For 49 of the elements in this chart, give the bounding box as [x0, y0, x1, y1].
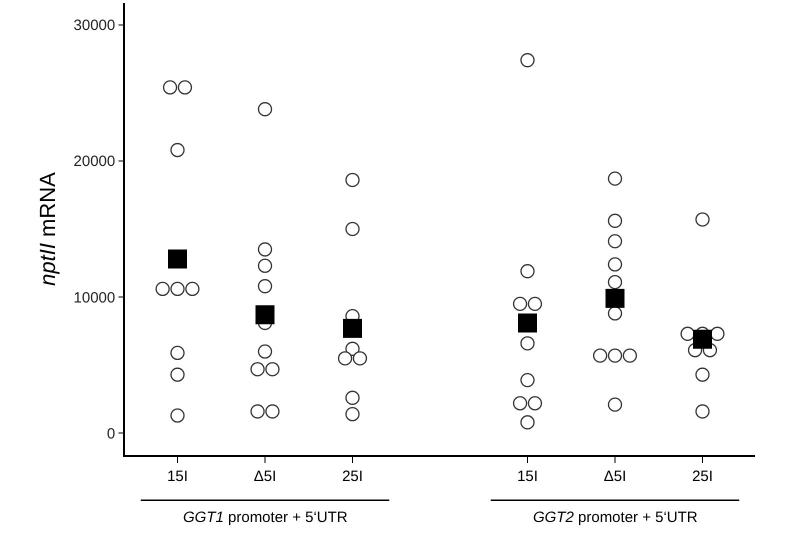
x-tick-label: Δ5I	[604, 468, 626, 485]
point	[170, 408, 185, 423]
text: GGT1 promoter + 5‘UTR	[183, 509, 348, 526]
point	[520, 53, 535, 68]
text: GGT2 promoter + 5‘UTR	[533, 509, 698, 526]
point	[520, 415, 535, 430]
point	[608, 234, 622, 248]
y-tick-label: 30000	[74, 17, 116, 34]
x-tick-label: 15I	[517, 468, 538, 485]
x-tick-label: Δ5I	[254, 468, 276, 485]
point	[695, 404, 710, 419]
x-tick-label: 25I	[692, 468, 713, 485]
y-tick-label: 0	[106, 425, 116, 442]
point	[343, 318, 362, 338]
point	[258, 258, 272, 273]
point	[168, 249, 187, 268]
y-tick-label: 20000	[74, 153, 116, 170]
point	[520, 336, 535, 351]
point	[345, 172, 360, 188]
point	[345, 407, 360, 422]
point	[345, 222, 360, 236]
x-tick-label: 15I	[167, 468, 188, 485]
point	[693, 330, 712, 349]
point	[608, 348, 622, 363]
point	[606, 288, 624, 308]
point	[258, 344, 272, 359]
point	[608, 257, 622, 272]
point	[608, 274, 622, 290]
point	[345, 390, 360, 405]
point	[256, 305, 274, 324]
point	[258, 242, 272, 257]
x-tick-label: 25I	[342, 468, 363, 485]
point	[608, 171, 622, 186]
point	[608, 397, 622, 412]
point	[170, 282, 185, 296]
point	[520, 264, 535, 278]
y-tick-label: 10000	[74, 289, 116, 306]
point	[608, 306, 622, 321]
y-axis-title: nptII mRNA	[34, 172, 60, 286]
point	[695, 212, 710, 227]
point	[695, 368, 710, 382]
point	[170, 368, 185, 382]
point	[258, 102, 272, 116]
point	[258, 279, 272, 294]
point	[518, 313, 537, 332]
point	[520, 372, 535, 388]
point	[608, 214, 622, 228]
point	[170, 346, 185, 360]
point	[170, 142, 185, 158]
